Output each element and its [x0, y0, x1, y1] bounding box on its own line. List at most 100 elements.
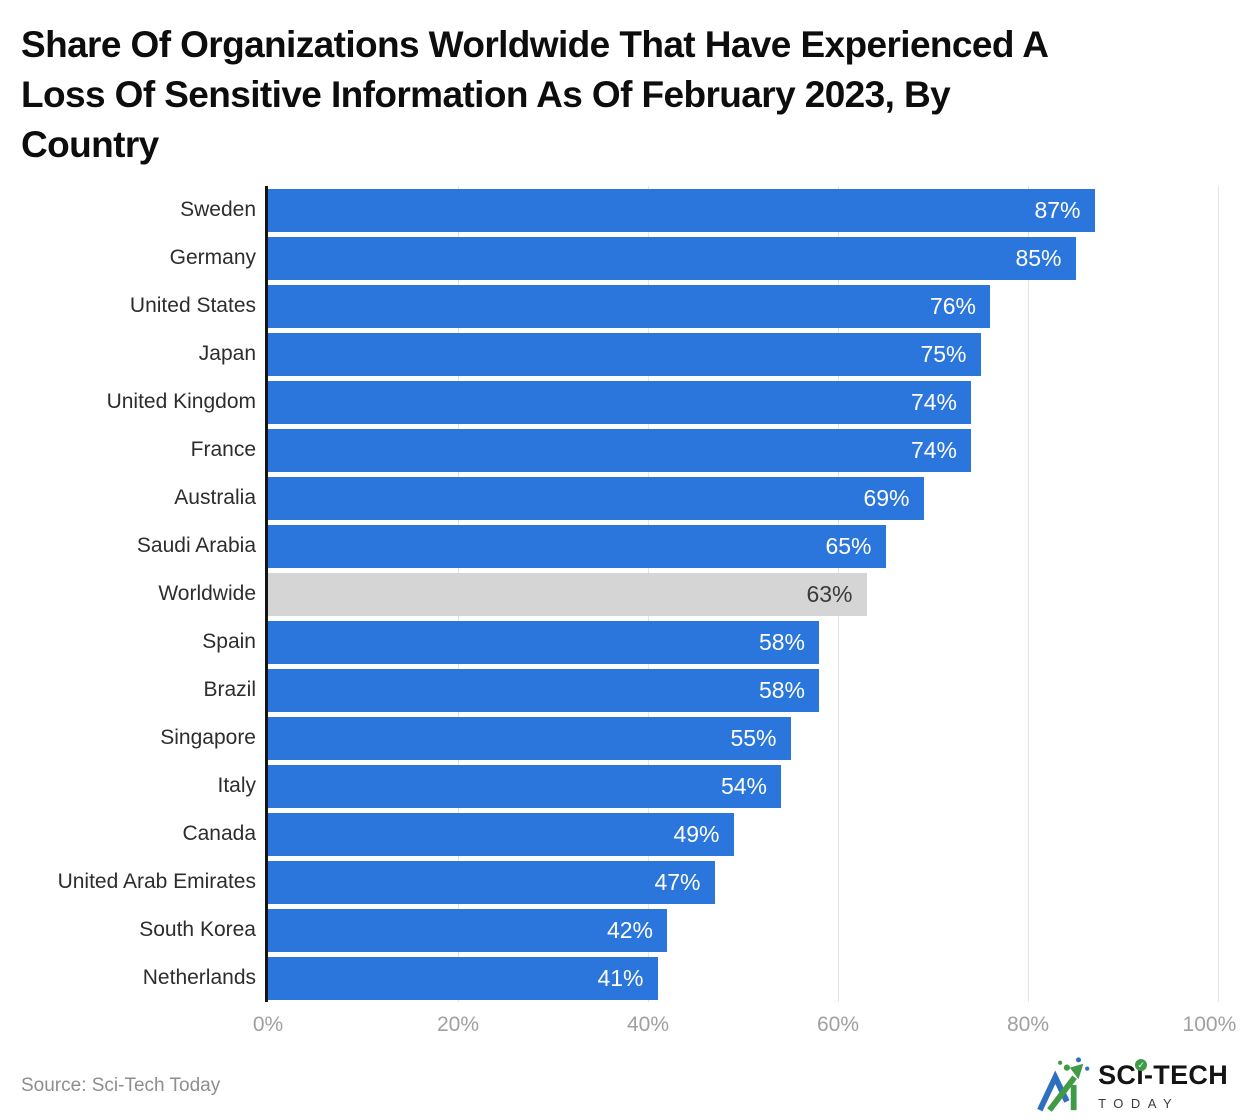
x-tick-label: 60% — [816, 1013, 860, 1036]
category-label: United States — [129, 294, 256, 317]
bar-singapore: 55% — [268, 716, 791, 760]
category-label: Canada — [182, 822, 256, 845]
value-label: 54% — [720, 772, 767, 799]
bar-row: Singapore 55% — [20, 714, 1218, 762]
bar-track: 87% — [268, 186, 1218, 234]
value-label: 55% — [730, 724, 777, 751]
bar-track: 47% — [268, 858, 1218, 906]
bar-worldwide: 63% — [268, 572, 867, 616]
value-label: 49% — [673, 820, 720, 847]
bar-row: Netherlands 41% — [20, 954, 1218, 1002]
chart-title-line-2: Loss Of Sensitive Information As Of Febr… — [21, 74, 951, 115]
bar-row: Sweden 87% — [20, 186, 1218, 234]
value-label: 47% — [654, 868, 701, 895]
value-label: 75% — [920, 340, 967, 367]
bar-spain: 58% — [268, 620, 819, 664]
category-label: France — [190, 438, 256, 461]
bar-track: 69% — [268, 474, 1218, 522]
bar-track: 85% — [268, 234, 1218, 282]
gridline — [1217, 186, 1219, 1002]
bar-track: 41% — [268, 954, 1218, 1002]
source-text: Source: Sci-Tech Today — [21, 1075, 221, 1096]
value-label: 65% — [825, 532, 872, 559]
category-label: Germany — [169, 246, 256, 269]
bar-row: Australia 69% — [20, 474, 1218, 522]
chart-title: Share Of Organizations Worldwide That Ha… — [21, 20, 1049, 170]
category-label: United Kingdom — [106, 390, 256, 413]
bar-row: Italy 54% — [20, 762, 1218, 810]
bar-row: Japan 75% — [20, 330, 1218, 378]
bar-saudi-arabia: 65% — [268, 524, 886, 568]
bar-row: United Kingdom 74% — [20, 378, 1218, 426]
category-label: Spain — [202, 630, 256, 653]
x-tick-label: 80% — [1006, 1013, 1050, 1036]
bar-germany: 85% — [268, 236, 1076, 280]
bar-track: 74% — [268, 378, 1218, 426]
x-tick-label: 20% — [436, 1013, 480, 1036]
scitech-logo: SCi-TECH ✓ TODAY — [1035, 1056, 1228, 1116]
x-tick-label: 0% — [252, 1013, 284, 1036]
bar-south-korea: 42% — [268, 908, 667, 952]
bar-track: 63% — [268, 570, 1218, 618]
value-label: 41% — [597, 964, 644, 991]
bar-row: Worldwide 63% — [20, 570, 1218, 618]
category-label: Japan — [198, 342, 256, 365]
bar-track: 65% — [268, 522, 1218, 570]
bar-united-arab-emirates: 47% — [268, 860, 715, 904]
category-label: South Korea — [139, 918, 256, 941]
bar-row: South Korea 42% — [20, 906, 1218, 954]
bar-sweden: 87% — [268, 188, 1095, 232]
x-axis: 0% 20% 40% 60% 80% 100% — [253, 1013, 1236, 1039]
category-label: Brazil — [203, 678, 256, 701]
bar-australia: 69% — [268, 476, 924, 520]
category-label: Italy — [217, 774, 256, 797]
category-label: Singapore — [160, 726, 256, 749]
category-label: United Arab Emirates — [57, 870, 256, 893]
value-label: 85% — [1015, 244, 1062, 271]
value-label: 58% — [758, 676, 805, 703]
bar-row: Brazil 58% — [20, 666, 1218, 714]
bar-track: 55% — [268, 714, 1218, 762]
brand-name: SCi-TECH — [1098, 1060, 1228, 1090]
bar-row: Saudi Arabia 65% — [20, 522, 1218, 570]
bar-track: 58% — [268, 666, 1218, 714]
bar-track: 49% — [268, 810, 1218, 858]
value-label: 63% — [806, 580, 853, 607]
bar-track: 42% — [268, 906, 1218, 954]
chart-title-line-1: Share Of Organizations Worldwide That Ha… — [21, 24, 1049, 65]
bar-row: United States 76% — [20, 282, 1218, 330]
bar-canada: 49% — [268, 812, 734, 856]
bar-row: Spain 58% — [20, 618, 1218, 666]
value-label: 87% — [1034, 196, 1081, 223]
category-label: Saudi Arabia — [136, 534, 256, 557]
bar-track: 58% — [268, 618, 1218, 666]
check-icon: ✓ — [1135, 1059, 1148, 1071]
bar-united-states: 76% — [268, 284, 990, 328]
category-label: Sweden — [180, 198, 256, 221]
bar-track: 76% — [268, 282, 1218, 330]
category-label: Australia — [174, 486, 256, 509]
bar-row: Canada 49% — [20, 810, 1218, 858]
scitech-logo-text: SCi-TECH ✓ TODAY — [1098, 1059, 1228, 1111]
gridline — [1027, 186, 1029, 1002]
y-axis-line — [265, 186, 268, 1002]
value-label: 74% — [910, 388, 957, 415]
value-label: 42% — [606, 916, 653, 943]
bar-brazil: 58% — [268, 668, 819, 712]
value-label: 69% — [863, 484, 910, 511]
bar-italy: 54% — [268, 764, 781, 808]
bar-france: 74% — [268, 428, 971, 472]
bar-rows: Sweden 87% Germany 85% United States 76% Japan… — [20, 186, 1218, 1002]
bar-track: 74% — [268, 426, 1218, 474]
bar-netherlands: 41% — [268, 956, 658, 1000]
bar-japan: 75% — [268, 332, 981, 376]
bar-row: United Arab Emirates 47% — [20, 858, 1218, 906]
x-tick-label: 100% — [1182, 1013, 1237, 1036]
chart-title-line-3: Country — [21, 124, 159, 165]
x-tick-label: 40% — [626, 1013, 670, 1036]
bar-track: 54% — [268, 762, 1218, 810]
scitech-logo-mark — [1037, 1057, 1090, 1112]
category-label: Netherlands — [142, 966, 256, 989]
value-label: 74% — [910, 436, 957, 463]
